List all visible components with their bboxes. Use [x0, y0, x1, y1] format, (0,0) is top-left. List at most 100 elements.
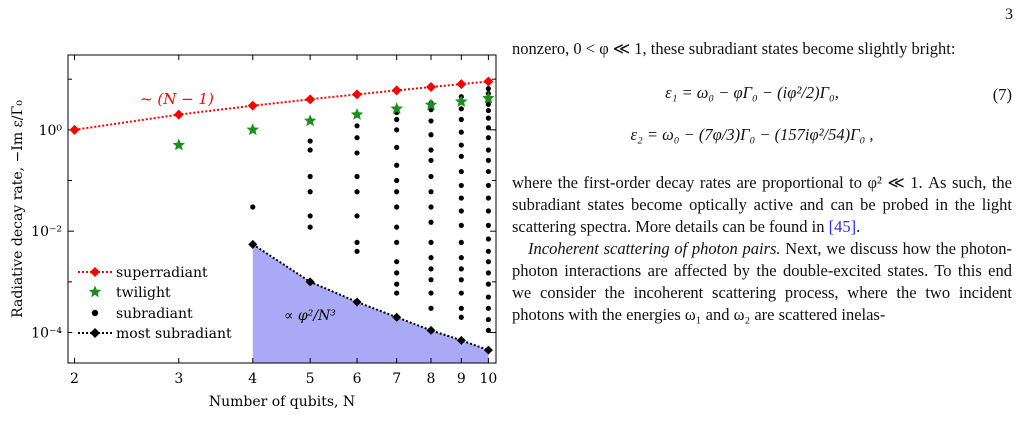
- subradiant-point: [354, 173, 360, 180]
- subradiant-point: [354, 248, 360, 254]
- x-tick-label: 4: [248, 371, 257, 387]
- subradiant-point: [428, 219, 434, 225]
- superradiant-point: [352, 89, 363, 100]
- paragraph-intro: nonzero, 0 < φ ≪ 1, these subradiant sta…: [512, 39, 956, 58]
- subradiant-point: [394, 224, 400, 230]
- superradiant-line: [74, 80, 489, 131]
- subradiant-point: [428, 132, 434, 138]
- legend: superradiant twilight subradiant most su…: [72, 259, 250, 355]
- y-tick-label: 10⁰: [39, 123, 63, 139]
- most-subradiant-point: [392, 312, 402, 322]
- subradiant-point: [394, 281, 400, 287]
- most-subradiant-point: [305, 277, 315, 287]
- paragraph-decay: where the first-order decay rates are pr…: [512, 172, 1012, 238]
- twilight-point: [455, 95, 468, 107]
- most-subradiant-point: [483, 345, 493, 355]
- subradiant-point: [485, 107, 491, 114]
- subradiant-point: [485, 270, 491, 276]
- y-tick-label: 10⁻⁴: [31, 325, 62, 341]
- subradiant-point: [428, 239, 434, 246]
- y-axis-label: Radiative decay rate, −Im ε/Γ₀: [10, 100, 26, 318]
- subradiant-point: [458, 168, 464, 175]
- x-tick-label: 2: [70, 371, 79, 387]
- most-subradiant-point: [456, 335, 466, 345]
- subradiant-point: [428, 277, 434, 283]
- most-subradiant-point: [426, 325, 436, 335]
- twilight-point: [246, 123, 259, 136]
- subradiant-point: [428, 204, 434, 210]
- subradiant-point: [485, 316, 491, 323]
- x-tick-label: 5: [306, 371, 315, 387]
- subradiant-point: [394, 270, 400, 276]
- superradiant-point: [426, 82, 437, 93]
- subradiant-point: [485, 125, 491, 131]
- legend-label-subradiant: subradiant: [116, 306, 193, 322]
- subradiant-point: [485, 327, 491, 333]
- subradiant-point: [394, 116, 400, 123]
- subradiant-point: [458, 116, 464, 123]
- subradiant-point: [428, 173, 434, 180]
- paragraph-incoherent-text: Next, we discuss how the photon-photon i…: [512, 239, 1013, 324]
- twilight-point: [390, 102, 403, 115]
- subradiant-point: [485, 135, 491, 141]
- equation-7: ε₁ = ω₀ − φΓ₀ − (iφ²/2)Γ₀, ε₂ = ω₀ − (7φ…: [512, 74, 1012, 162]
- twilight-point: [482, 91, 495, 104]
- subradiant-point: [485, 281, 491, 287]
- x-tick-label: 10: [479, 371, 497, 387]
- subradiant-point: [394, 189, 400, 195]
- subradiant-point: [307, 224, 313, 230]
- most-subradiant-point: [248, 239, 258, 249]
- twilight-point: [172, 138, 185, 151]
- subradiant-point: [428, 305, 434, 311]
- page-number: 3: [1005, 6, 1013, 23]
- legend-label-twilight: twilight: [116, 285, 171, 301]
- subradiant-point: [428, 189, 434, 195]
- subradiant-point: [458, 195, 464, 201]
- subradiant-point: [307, 173, 313, 180]
- x-tick-label: 3: [174, 371, 183, 387]
- superradiant-point: [483, 76, 494, 87]
- legend-twilight: twilight: [88, 285, 171, 301]
- legend-superradiant: superradiant: [78, 265, 208, 281]
- subradiant-point: [485, 115, 491, 121]
- subradiant-point: [394, 259, 400, 265]
- twilight-point: [424, 98, 438, 111]
- subradiant-point: [394, 204, 400, 210]
- subradiant-point: [485, 101, 491, 107]
- subradiant-point: [354, 123, 360, 129]
- subradiant-point: [458, 208, 464, 214]
- subradiant-point: [485, 294, 491, 300]
- subradiant-point: [458, 239, 464, 246]
- subradiant-point: [485, 168, 491, 175]
- y-tick-label: 10⁻²: [31, 224, 62, 240]
- superradiant-point: [173, 109, 184, 120]
- subradiant-point: [354, 239, 360, 246]
- subradiant-point: [250, 204, 256, 210]
- subradiant-point: [307, 147, 313, 153]
- subradiant-point: [485, 259, 491, 265]
- subradiant-point: [307, 138, 313, 144]
- subradiant-point: [394, 127, 400, 133]
- superradiant-point: [247, 100, 258, 111]
- legend-most-subradiant: most subradiant: [78, 326, 232, 342]
- legend-label-superradiant: superradiant: [116, 265, 208, 281]
- subradiant-point: [485, 305, 491, 311]
- twilight-point: [350, 108, 364, 120]
- subradiant-point: [485, 195, 491, 201]
- text-column: nonzero, 0 < φ ≪ 1, these subradiant sta…: [512, 38, 1012, 326]
- subradiant-point: [354, 213, 360, 219]
- subradiant-point: [428, 266, 434, 272]
- equation-number: (7): [992, 85, 1012, 104]
- subradiant-point: [458, 277, 464, 283]
- paragraph-decay-text: where the first-order decay rates are pr…: [512, 173, 1012, 236]
- subradiant-point: [458, 106, 464, 112]
- citation-link-45[interactable]: [45]: [828, 217, 857, 236]
- legend-label-most-subradiant: most subradiant: [116, 326, 232, 342]
- x-tick-label: 8: [427, 371, 436, 387]
- legend-subradiant: subradiant: [91, 306, 193, 322]
- subradiant-point: [485, 157, 491, 163]
- subradiant-point: [458, 222, 464, 228]
- subradiant-point: [394, 162, 400, 168]
- subradiant-point: [394, 177, 400, 184]
- subradiant-point: [428, 290, 434, 296]
